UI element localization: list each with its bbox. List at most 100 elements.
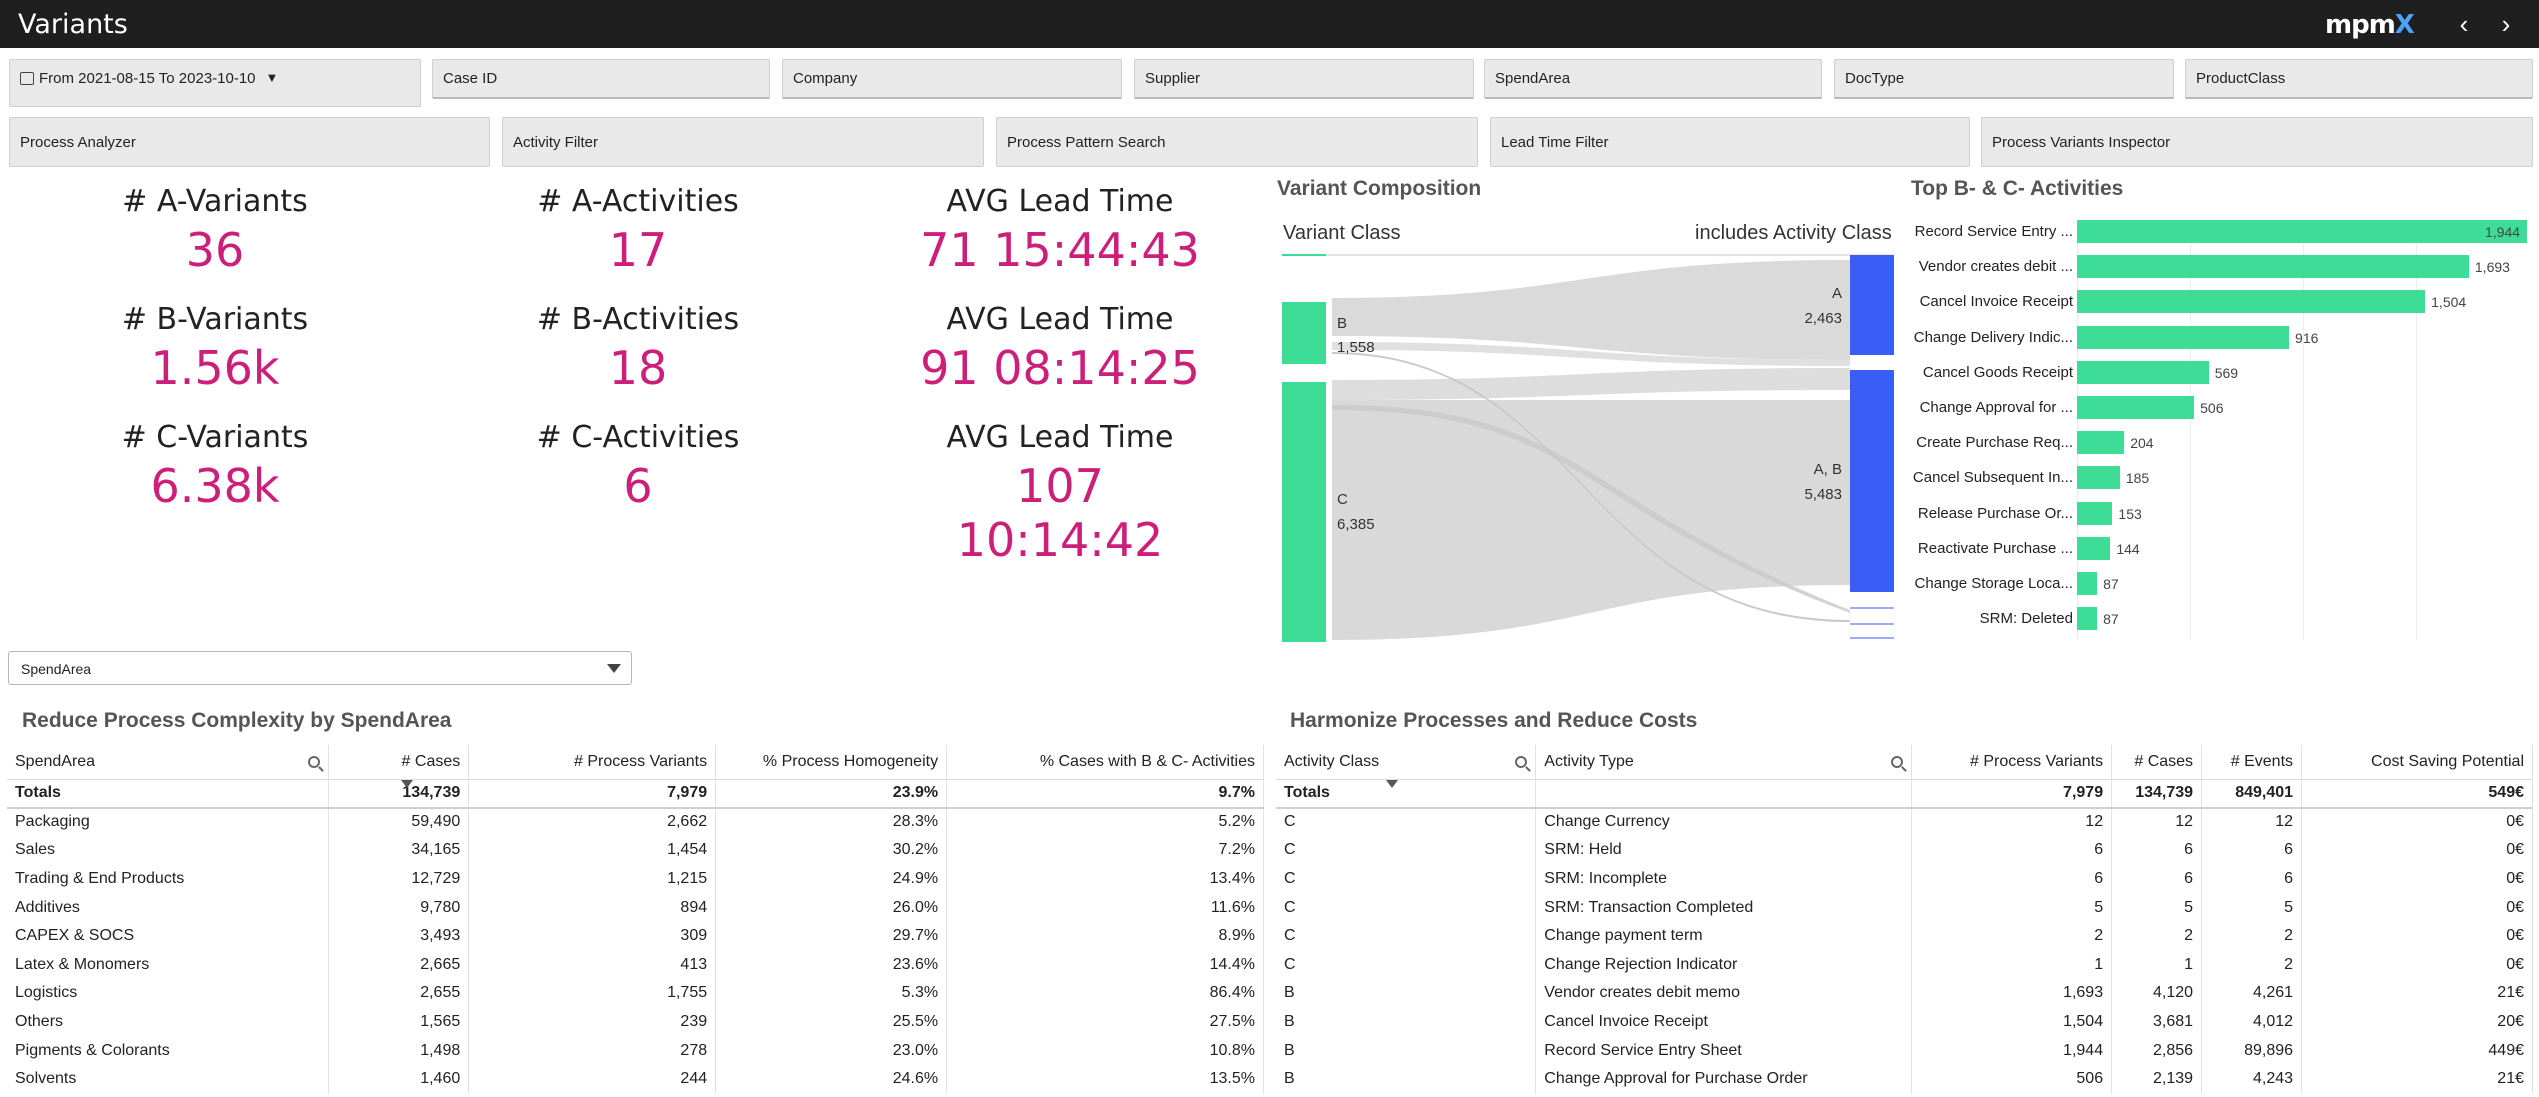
button-lead-time-filter[interactable]: Lead Time Filter xyxy=(1490,117,1970,167)
table-row[interactable]: Sales 34,165 1,454 30.2% 7.2% xyxy=(7,836,1264,865)
filter-productclass[interactable]: ProductClass xyxy=(2185,59,2533,99)
table-cell: 2,139 xyxy=(2111,1064,2203,1094)
table-cell: 0€ xyxy=(2301,893,2533,922)
col-process-variants[interactable]: # Process Variants xyxy=(468,745,717,779)
button-activity-filter[interactable]: Activity Filter xyxy=(502,117,984,167)
col-h-events[interactable]: # Events xyxy=(2201,745,2303,779)
table-row[interactable]: CAPEX & SOCS 3,493 309 29.7% 8.9% xyxy=(7,921,1264,951)
bar[interactable] xyxy=(2077,431,2125,455)
col-h-cases[interactable]: # Cases xyxy=(2111,745,2203,779)
date-range-filter[interactable]: From 2021-08-15 To 2023-10-10 ▼ xyxy=(9,59,421,107)
table-cell: 5.3% xyxy=(715,979,948,1008)
table-cell: 5.2% xyxy=(946,807,1264,837)
bar[interactable] xyxy=(2077,325,2290,349)
col-spendarea-label: SpendArea xyxy=(15,752,96,770)
chevron-right-icon[interactable]: › xyxy=(2501,9,2511,39)
bar[interactable] xyxy=(2077,536,2111,560)
table-cell: 0€ xyxy=(2301,836,2533,865)
col-cases-bc[interactable]: % Cases with B & C- Activities xyxy=(946,745,1264,779)
table-row[interactable]: Latex & Monomers 2,665 413 23.6% 14.4% xyxy=(7,950,1264,980)
bar[interactable] xyxy=(2077,255,2469,279)
top-activities-title: Top B- & C- Activities xyxy=(1911,177,2124,200)
sankey-node-a[interactable] xyxy=(1850,255,1894,355)
col-h-process-variants[interactable]: # Process Variants xyxy=(1911,745,2113,779)
bar-label: Record Service Entry ... xyxy=(1914,223,2073,240)
table-row[interactable]: Trading & End Products 12,729 1,215 24.9% 13… xyxy=(7,864,1264,894)
search-icon[interactable] xyxy=(308,755,321,768)
bar[interactable] xyxy=(2077,290,2426,314)
kpi-lead-time-c: AVG Lead Time 107 10:14:42 xyxy=(910,420,1210,567)
col-activity-type[interactable]: Activity Type xyxy=(1535,745,1913,779)
sankey-link-c-other xyxy=(1332,405,1850,613)
table-row[interactable]: B Vendor creates debit memo 1,693 4,120 4,26… xyxy=(1276,979,2533,1008)
sankey-node-c[interactable] xyxy=(1282,382,1326,642)
table-cell: 25.5% xyxy=(715,1007,948,1037)
table-row[interactable]: Additives 9,780 894 26.0% 11.6% xyxy=(7,893,1264,922)
table-row[interactable]: B Record Service Entry Sheet 1,944 2,856 89,… xyxy=(1276,1036,2533,1065)
chevron-left-icon[interactable]: ‹ xyxy=(2459,9,2469,39)
bar[interactable] xyxy=(2077,572,2098,595)
col-spendarea[interactable]: SpendArea xyxy=(7,745,330,779)
kpi-value: 36 xyxy=(185,223,245,277)
totals-row[interactable]: Totals 7,979 134,739 849,401 549€ xyxy=(1276,778,2533,809)
table-cell: 309 xyxy=(468,921,717,951)
table-row[interactable]: Packaging 59,490 2,662 28.3% 5.2% xyxy=(7,807,1264,837)
filter-spendarea[interactable]: SpendArea xyxy=(1484,59,1822,99)
filter-case-id[interactable]: Case ID xyxy=(432,59,770,99)
col-activity-class[interactable]: Activity Class xyxy=(1276,745,1537,779)
col-h-cost-saving[interactable]: Cost Saving Potential xyxy=(2301,745,2533,779)
sankey-node-ab[interactable] xyxy=(1850,370,1894,592)
button-process-analyzer[interactable]: Process Analyzer xyxy=(9,117,490,167)
spendarea-dropdown-value: SpendArea xyxy=(21,661,92,677)
bar[interactable] xyxy=(2077,220,2527,243)
button-process-pattern-search[interactable]: Process Pattern Search xyxy=(996,117,1478,167)
calendar-icon xyxy=(20,72,34,85)
table-row[interactable]: C Change Currency 12 12 12 0€ xyxy=(1276,807,2533,837)
table-cell: 27.5% xyxy=(946,1007,1264,1037)
filter-company[interactable]: Company xyxy=(782,59,1122,99)
table-cell: 30.2% xyxy=(715,836,948,865)
sankey-node-b[interactable] xyxy=(1282,302,1326,364)
filter-doctype[interactable]: DocType xyxy=(1834,59,2174,99)
kpi-label: AVG Lead Time xyxy=(946,302,1174,337)
kpi-label: # C-Activities xyxy=(536,420,740,455)
table-row[interactable]: Solvents 1,460 244 24.6% 13.5% xyxy=(7,1064,1264,1094)
search-icon[interactable] xyxy=(1515,755,1528,768)
table-cell: B xyxy=(1276,1007,1537,1037)
bar[interactable] xyxy=(2077,396,2195,419)
table-row[interactable]: C Change Rejection Indicator 1 1 2 0€ xyxy=(1276,950,2533,980)
table-cell: 278 xyxy=(468,1036,717,1065)
bar[interactable] xyxy=(2077,607,2098,631)
table-cell: C xyxy=(1276,807,1537,837)
bar[interactable] xyxy=(2077,360,2209,384)
bar[interactable] xyxy=(2077,466,2120,490)
kpi-value: 6.38k xyxy=(150,459,280,513)
table-row[interactable]: C SRM: Incomplete 6 6 6 0€ xyxy=(1276,864,2533,894)
table-cell: Latex & Monomers xyxy=(7,950,330,980)
table-row[interactable]: Pigments & Colorants 1,498 278 23.0% 10.8% xyxy=(7,1036,1264,1065)
variant-composition-sankey: B 1,558 C 6,385 A 2,463 A, B 5,483 xyxy=(1282,254,1894,642)
table-row[interactable]: B Change Approval for Purchase Order 506 2,… xyxy=(1276,1064,2533,1094)
table-cell: 23.6% xyxy=(715,950,948,980)
spendarea-dropdown[interactable]: SpendArea xyxy=(8,651,632,685)
table-cell: 413 xyxy=(468,950,717,980)
bar-label: Change Approval for ... xyxy=(1919,399,2073,416)
col-cases[interactable]: # Cases xyxy=(328,745,470,779)
bar-label: SRM: Deleted xyxy=(1979,610,2073,628)
col-homogeneity[interactable]: % Process Homogeneity xyxy=(715,745,948,779)
table-row[interactable]: C SRM: Held 6 6 6 0€ xyxy=(1276,836,2533,865)
table-row[interactable]: Others 1,565 239 25.5% 27.5% xyxy=(7,1007,1264,1037)
harmonize-table-title: Harmonize Processes and Reduce Costs xyxy=(1290,709,1698,732)
table-cell: 4,261 xyxy=(2201,979,2303,1008)
table-row[interactable]: C SRM: Transaction Completed 5 5 5 0€ xyxy=(1276,893,2533,922)
bar[interactable] xyxy=(2077,501,2113,525)
button-process-variants-inspector[interactable]: Process Variants Inspector xyxy=(1981,117,2533,167)
bar-value-label: 1,944 xyxy=(2485,224,2521,240)
table-row[interactable]: C Change payment term 2 2 2 0€ xyxy=(1276,921,2533,951)
sankey-label-a: A xyxy=(1832,285,1842,302)
totals-row[interactable]: Totals 134,739 7,979 23.9% 9.7% xyxy=(7,778,1264,809)
table-row[interactable]: Logistics 2,655 1,755 5.3% 86.4% xyxy=(7,979,1264,1008)
search-icon[interactable] xyxy=(1891,755,1904,768)
filter-supplier[interactable]: Supplier xyxy=(1134,59,1474,99)
table-row[interactable]: B Cancel Invoice Receipt 1,504 3,681 4,012 20… xyxy=(1276,1007,2533,1037)
